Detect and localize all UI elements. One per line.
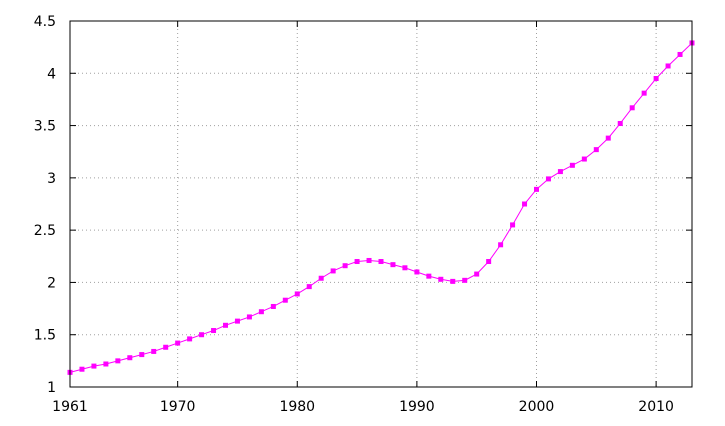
data-point: [342, 263, 348, 269]
data-point: [498, 242, 504, 248]
y-tick-label: 4: [47, 66, 56, 82]
data-point: [354, 259, 360, 265]
data-point: [486, 259, 492, 265]
plot-frame: [69, 20, 693, 388]
data-point: [103, 361, 109, 367]
data-point: [677, 51, 683, 57]
series-layer: [67, 40, 695, 375]
data-point: [139, 352, 145, 358]
data-point: [545, 176, 551, 182]
data-point: [605, 135, 611, 141]
grid-lines: [70, 21, 692, 387]
data-point: [378, 259, 384, 265]
x-tick-label: 1980: [279, 399, 315, 415]
data-point: [581, 156, 587, 162]
data-point: [246, 314, 252, 320]
data-point: [127, 355, 133, 361]
x-tick-label: 2010: [638, 399, 674, 415]
y-tick-label: 1: [47, 380, 56, 396]
data-point: [569, 162, 575, 168]
data-point: [390, 262, 396, 268]
data-point: [187, 336, 193, 342]
y-tick-label: 2: [47, 275, 56, 291]
data-point: [522, 201, 528, 207]
data-point: [414, 269, 420, 275]
x-tick-label: 2000: [519, 399, 555, 415]
x-tick-label: 1970: [160, 399, 196, 415]
data-point: [462, 277, 468, 283]
data-point: [426, 273, 432, 279]
data-point: [199, 332, 205, 338]
series-line: [69, 42, 693, 373]
data-point: [665, 63, 671, 69]
y-tick-label: 3: [47, 171, 56, 187]
x-tick-label: 1990: [399, 399, 435, 415]
y-tick-label: 2.5: [34, 223, 56, 239]
data-point: [653, 76, 659, 82]
tick-labels: 1 1.5 2 2.5 3 3.5 4 4.5 1961 1970 1980 1990 2000 2010: [34, 14, 674, 415]
y-tick-label: 3.5: [34, 119, 56, 135]
data-point: [175, 340, 181, 346]
data-point: [294, 291, 300, 297]
data-point: [593, 147, 599, 153]
data-point: [115, 358, 121, 364]
data-point: [330, 268, 336, 274]
data-point: [450, 278, 456, 284]
data-point: [163, 344, 169, 350]
data-point: [91, 363, 97, 369]
y-tick-label: 4.5: [34, 14, 56, 30]
data-point: [534, 186, 539, 192]
data-point: [557, 169, 563, 175]
data-point: [306, 284, 312, 290]
data-point: [402, 265, 408, 271]
data-point: [474, 271, 480, 277]
data-point: [617, 120, 623, 126]
data-point: [270, 303, 276, 309]
data-point: [629, 105, 635, 111]
data-point: [510, 222, 516, 228]
y-tick-label: 1.5: [34, 328, 56, 344]
tick-marks: [69, 20, 692, 388]
data-point: [234, 318, 240, 324]
data-point: [366, 257, 372, 263]
data-point: [641, 90, 647, 96]
data-point: [211, 328, 217, 334]
data-point: [438, 276, 444, 282]
data-point: [79, 366, 85, 372]
data-point: [151, 348, 157, 354]
x-tick-label: 1961: [52, 399, 88, 415]
data-point: [318, 275, 324, 281]
data-point: [223, 322, 228, 328]
data-point: [282, 297, 288, 303]
data-point: [258, 309, 264, 315]
